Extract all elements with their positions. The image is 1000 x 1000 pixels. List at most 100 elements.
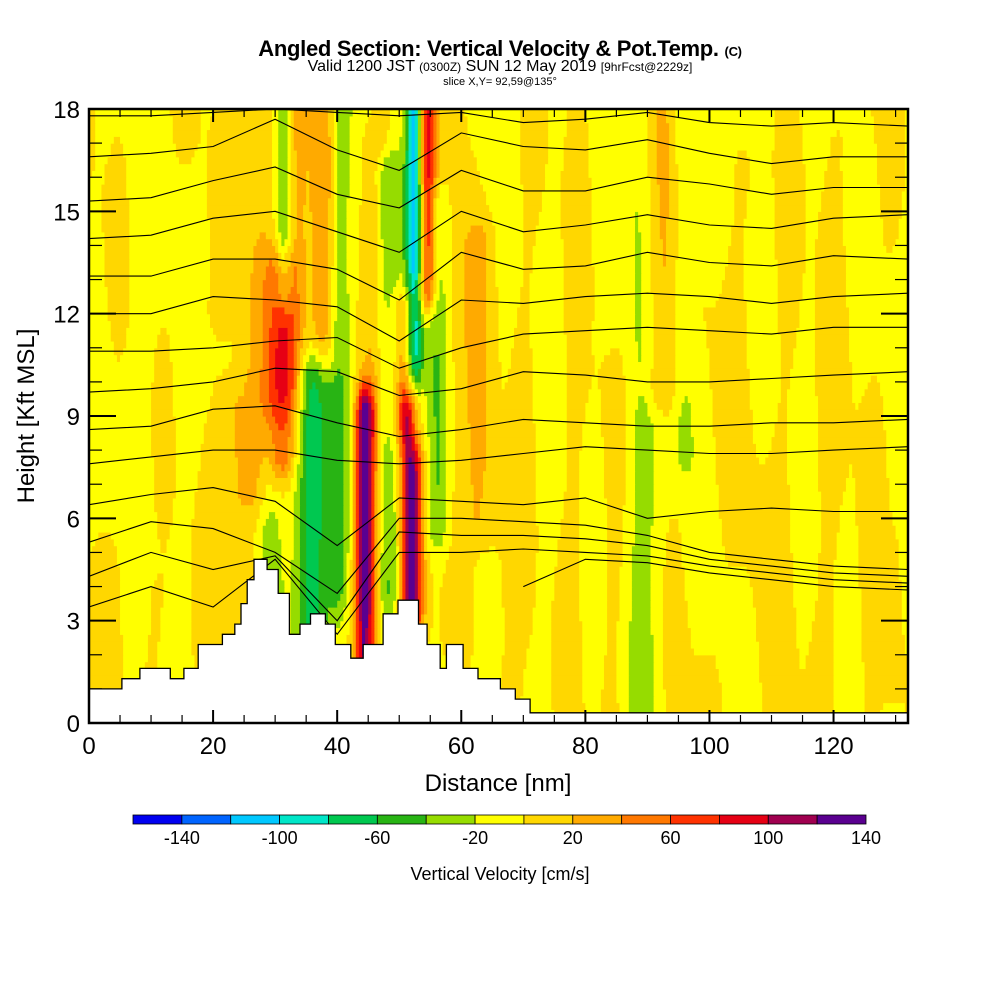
heatmap-cell: [548, 122, 568, 131]
heatmap-cell: [284, 306, 301, 315]
heatmap-cell: [706, 327, 748, 335]
heatmap-cell: [600, 702, 621, 710]
heatmap-cell: [293, 538, 301, 547]
heatmap-cell: [864, 682, 908, 690]
heatmap-cell: [430, 531, 444, 540]
heatmap-cell: [433, 361, 441, 369]
heatmap-cell: [427, 156, 431, 165]
heatmap-cell: [520, 149, 549, 158]
heatmap-cell: [420, 313, 425, 322]
colorbar-label: -60: [364, 828, 390, 848]
heatmap-cell: [628, 695, 655, 704]
heatmap-cell: [343, 518, 351, 526]
heatmap-cell: [358, 607, 363, 615]
heatmap-cell: [405, 579, 410, 588]
heatmap-cell: [420, 170, 425, 178]
heatmap-cell: [362, 477, 369, 485]
heatmap-cell: [120, 572, 158, 581]
heatmap-cell: [287, 416, 292, 424]
heatmap-cell: [393, 463, 397, 472]
heatmap-cell: [616, 675, 630, 683]
heatmap-cell: [616, 641, 630, 649]
heatmap-cell: [272, 129, 279, 137]
heatmap-cell: [424, 484, 428, 492]
heatmap-cell: [374, 450, 379, 458]
heatmap-cell: [337, 211, 348, 219]
heatmap-cell: [678, 190, 735, 199]
heatmap-cell: [321, 422, 344, 431]
heatmap-cell: [206, 177, 273, 185]
heatmap-cell: [523, 272, 531, 281]
heatmap-cell: [523, 224, 537, 233]
heatmap-cell: [405, 572, 410, 581]
heatmap-cell: [290, 613, 301, 622]
heatmap-cell: [380, 443, 385, 451]
heatmap-cell: [129, 245, 211, 253]
colorbar-label: 100: [753, 828, 783, 848]
heatmap-cell: [538, 531, 562, 540]
heatmap-cell: [377, 211, 382, 219]
heatmap-cell: [296, 354, 301, 363]
heatmap-cell: [845, 245, 887, 253]
heatmap-cell: [774, 122, 804, 131]
heatmap-cell: [439, 115, 469, 124]
chart-title-text: Angled Section: Vertical Velocity & Pot.…: [258, 36, 719, 61]
heatmap-cell: [622, 511, 636, 519]
heatmap-cell: [420, 300, 425, 308]
heatmap-cell: [501, 368, 509, 376]
heatmap-cell: [402, 224, 407, 233]
heatmap-cell: [396, 531, 400, 540]
heatmap-cell: [408, 552, 416, 560]
heatmap-cell: [290, 170, 298, 178]
heatmap-cell: [433, 156, 438, 165]
heatmap-cell: [309, 197, 329, 206]
heatmap-cell: [358, 627, 363, 635]
heatmap-cell: [669, 170, 680, 178]
heatmap-cell: [250, 320, 264, 328]
heatmap-cell: [200, 129, 208, 137]
heatmap-cell: [635, 265, 642, 274]
heatmap-cell: [455, 402, 469, 410]
heatmap-cell: [473, 593, 503, 601]
heatmap-cell: [377, 531, 382, 540]
heatmap-cell: [417, 545, 422, 554]
heatmap-cell: [433, 238, 438, 247]
heatmap-cell: [290, 395, 295, 403]
heatmap-cell: [420, 143, 425, 151]
heatmap-cell: [582, 620, 608, 629]
heatmap-cell: [734, 177, 751, 185]
heatmap-cell: [799, 647, 810, 656]
heatmap-cell: [337, 300, 351, 308]
heatmap-cell: [362, 566, 369, 574]
heatmap-cell: [622, 559, 633, 567]
heatmap-cell: [433, 136, 438, 144]
heatmap-cell: [470, 477, 484, 485]
heatmap-cell: [299, 497, 307, 506]
heatmap-cell: [287, 456, 292, 465]
heatmap-cell: [433, 538, 444, 547]
heatmap-cell: [845, 279, 908, 287]
heatmap-cell: [89, 313, 109, 322]
heatmap-cell: [377, 197, 382, 206]
heatmap-cell: [687, 600, 754, 608]
heatmap-cell: [842, 218, 884, 226]
heatmap-cell: [411, 429, 416, 438]
heatmap-cell: [653, 327, 676, 335]
heatmap-cell: [554, 586, 580, 594]
heatmap-cell: [510, 347, 534, 356]
heatmap-cell: [631, 600, 652, 608]
heatmap-cell: [330, 293, 338, 301]
heatmap-cell: [209, 286, 251, 294]
heatmap-cell: [349, 579, 354, 588]
heatmap-cell: [250, 334, 264, 342]
heatmap-cell: [870, 375, 878, 383]
heatmap-cell: [396, 552, 400, 560]
heatmap-cell: [253, 265, 267, 274]
heatmap-cell: [653, 456, 680, 465]
heatmap-cell: [616, 668, 630, 676]
heatmap-cell: [303, 463, 307, 472]
heatmap-cell: [414, 409, 419, 417]
heatmap-cell: [334, 252, 338, 260]
heatmap-cell: [520, 122, 549, 131]
heatmap-cell: [420, 436, 425, 444]
